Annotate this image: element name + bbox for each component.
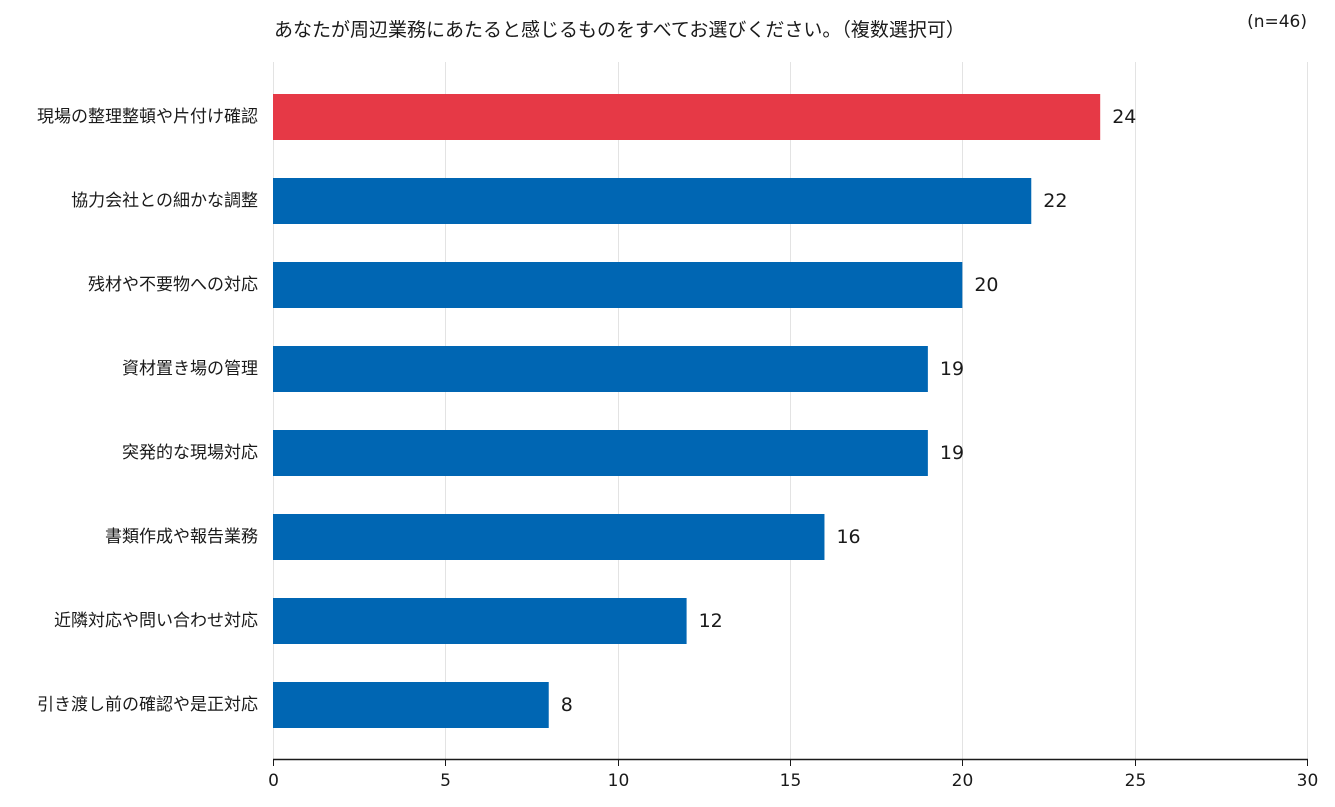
x-tick-label-6: 30 <box>1297 771 1319 791</box>
category-label-6: 近隣対応や問い合わせ対応 <box>54 611 258 631</box>
x-tick-label-1: 5 <box>440 771 451 791</box>
value-label-1: 22 <box>1043 190 1067 212</box>
bar-6 <box>273 598 687 644</box>
category-labels: 現場の整理整頓や片付け確認協力会社との細かな調整残材や不要物への対応資材置き場の… <box>37 107 258 715</box>
bar-3 <box>273 346 928 392</box>
chart-title: あなたが周辺業務にあたると感じるものをすべてお選びください。（複数選択可） <box>274 19 965 41</box>
value-label-7: 8 <box>561 694 573 716</box>
category-label-5: 書類作成や報告業務 <box>105 527 258 547</box>
category-label-2: 残材や不要物への対応 <box>88 275 258 295</box>
value-label-6: 12 <box>699 610 723 632</box>
category-label-0: 現場の整理整頓や片付け確認 <box>37 107 258 127</box>
x-tick-label-4: 20 <box>952 771 974 791</box>
bar-0 <box>273 94 1101 140</box>
category-label-1: 協力会社との細かな調整 <box>71 191 258 211</box>
bar-1 <box>273 178 1032 224</box>
value-label-0: 24 <box>1112 106 1136 128</box>
bar-7 <box>273 682 549 728</box>
category-label-4: 突発的な現場対応 <box>122 443 258 463</box>
value-labels: 24 22 20 19 19 16 12 8 <box>561 106 1137 716</box>
sample-size-note: (n=46) <box>1247 12 1307 32</box>
x-tick-label-0: 0 <box>268 771 279 791</box>
x-tick-label-2: 10 <box>608 771 630 791</box>
value-label-5: 16 <box>836 526 860 548</box>
bars <box>273 94 1101 728</box>
grid-lines <box>273 62 1308 759</box>
x-tick-label-5: 25 <box>1125 771 1147 791</box>
value-label-3: 19 <box>940 358 964 380</box>
category-label-3: 資材置き場の管理 <box>122 359 258 379</box>
category-label-7: 引き渡し前の確認や是正対応 <box>37 695 258 715</box>
x-tick-label-3: 15 <box>780 771 802 791</box>
bar-2 <box>273 262 963 308</box>
bar-5 <box>273 514 825 560</box>
value-label-4: 19 <box>940 442 964 464</box>
bar-4 <box>273 430 928 476</box>
value-label-2: 20 <box>974 274 998 296</box>
x-axis: 0 5 10 15 20 25 30 <box>268 758 1319 791</box>
